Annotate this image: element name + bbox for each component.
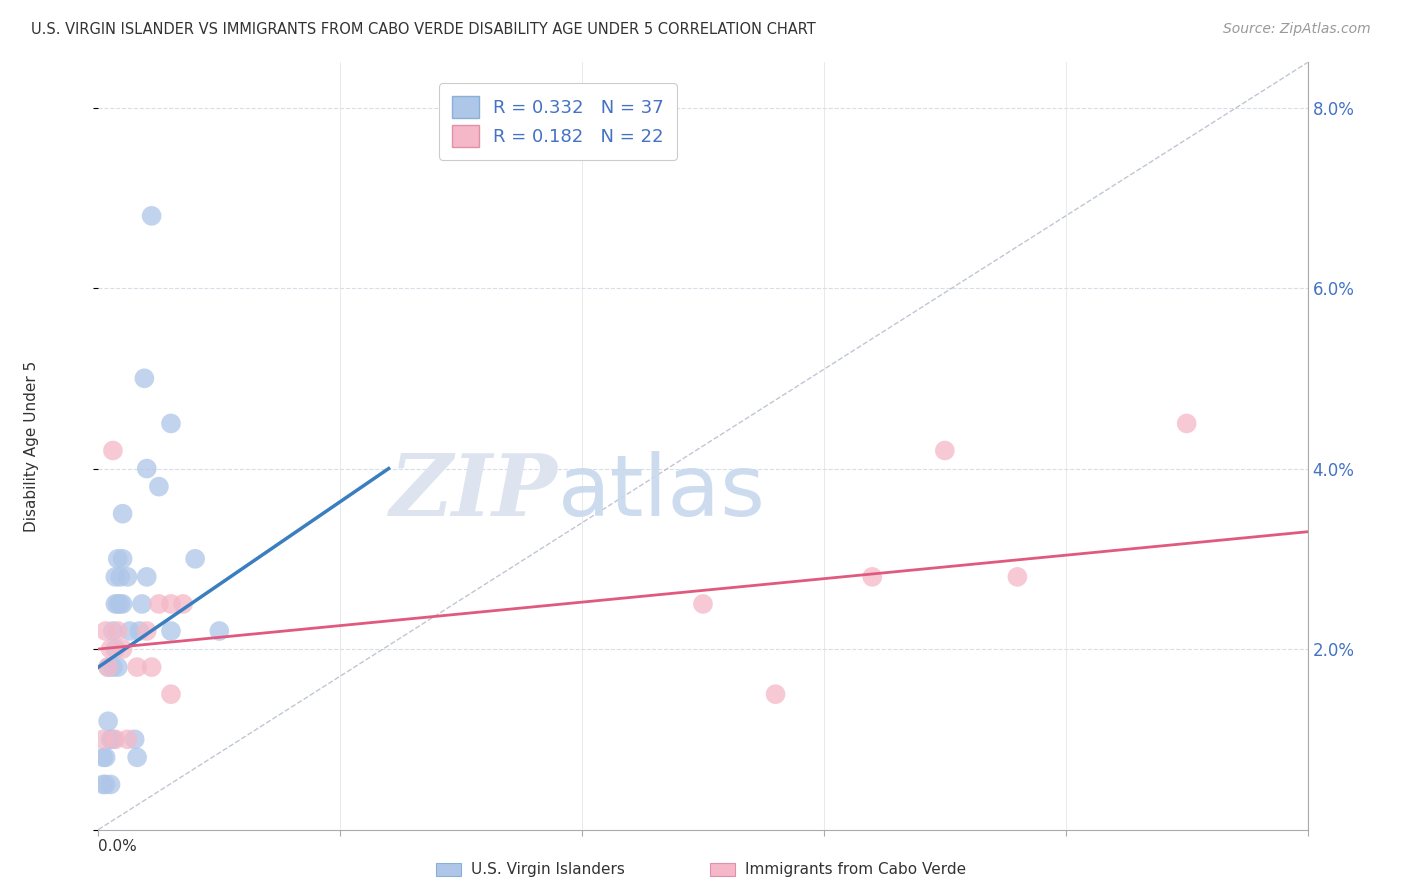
Point — [160, 687, 183, 701]
Text: Disability Age Under 5: Disability Age Under 5 — [24, 360, 39, 532]
Point — [765, 687, 787, 701]
Text: U.S. VIRGIN ISLANDER VS IMMIGRANTS FROM CABO VERDE DISABILITY AGE UNDER 5 CORREL: U.S. VIRGIN ISLANDER VS IMMIGRANTS FROM … — [31, 22, 815, 37]
Point — [135, 624, 157, 638]
Point — [160, 624, 183, 638]
Text: ZIP: ZIP — [389, 450, 558, 533]
Point — [128, 624, 150, 638]
Point — [124, 732, 146, 747]
Point — [1007, 570, 1029, 584]
Point — [107, 660, 129, 674]
Point — [148, 480, 170, 494]
Point — [172, 597, 194, 611]
Point — [141, 660, 163, 674]
Point — [135, 570, 157, 584]
Point — [111, 642, 134, 657]
Point — [148, 597, 170, 611]
Point — [107, 551, 129, 566]
Point — [860, 570, 883, 584]
Point — [101, 624, 124, 638]
Point — [97, 660, 120, 674]
Point — [107, 624, 129, 638]
Point — [100, 777, 122, 791]
Point — [111, 551, 134, 566]
Point — [117, 732, 139, 747]
Point — [111, 597, 134, 611]
Point — [692, 597, 714, 611]
Point — [131, 597, 153, 611]
Point — [100, 732, 122, 747]
Point — [134, 371, 156, 385]
Point — [101, 443, 124, 458]
Text: Source: ZipAtlas.com: Source: ZipAtlas.com — [1223, 22, 1371, 37]
Point — [104, 642, 127, 657]
Point — [91, 732, 114, 747]
Point — [107, 597, 129, 611]
Point — [1175, 417, 1198, 431]
Point — [104, 570, 127, 584]
Point — [135, 461, 157, 475]
Text: U.S. Virgin Islanders: U.S. Virgin Islanders — [471, 863, 624, 877]
Point — [127, 660, 149, 674]
Point — [117, 570, 139, 584]
Point — [94, 624, 117, 638]
Legend: R = 0.332   N = 37, R = 0.182   N = 22: R = 0.332 N = 37, R = 0.182 N = 22 — [439, 83, 676, 160]
Point — [91, 750, 114, 764]
Point — [97, 660, 120, 674]
Point — [118, 624, 141, 638]
Text: atlas: atlas — [558, 450, 766, 533]
Point — [101, 660, 124, 674]
Point — [111, 507, 134, 521]
Point — [141, 209, 163, 223]
Text: 0.0%: 0.0% — [98, 838, 138, 854]
Point — [91, 777, 114, 791]
Point — [160, 417, 183, 431]
Point — [104, 597, 127, 611]
Point — [127, 750, 149, 764]
Text: Immigrants from Cabo Verde: Immigrants from Cabo Verde — [745, 863, 966, 877]
Point — [94, 777, 117, 791]
Point — [97, 714, 120, 729]
Point — [208, 624, 231, 638]
Point — [104, 732, 127, 747]
Point — [934, 443, 956, 458]
Point — [100, 642, 122, 657]
Point — [160, 597, 183, 611]
Point — [94, 750, 117, 764]
Point — [184, 551, 207, 566]
Point — [108, 597, 131, 611]
Point — [108, 570, 131, 584]
Point — [101, 732, 124, 747]
